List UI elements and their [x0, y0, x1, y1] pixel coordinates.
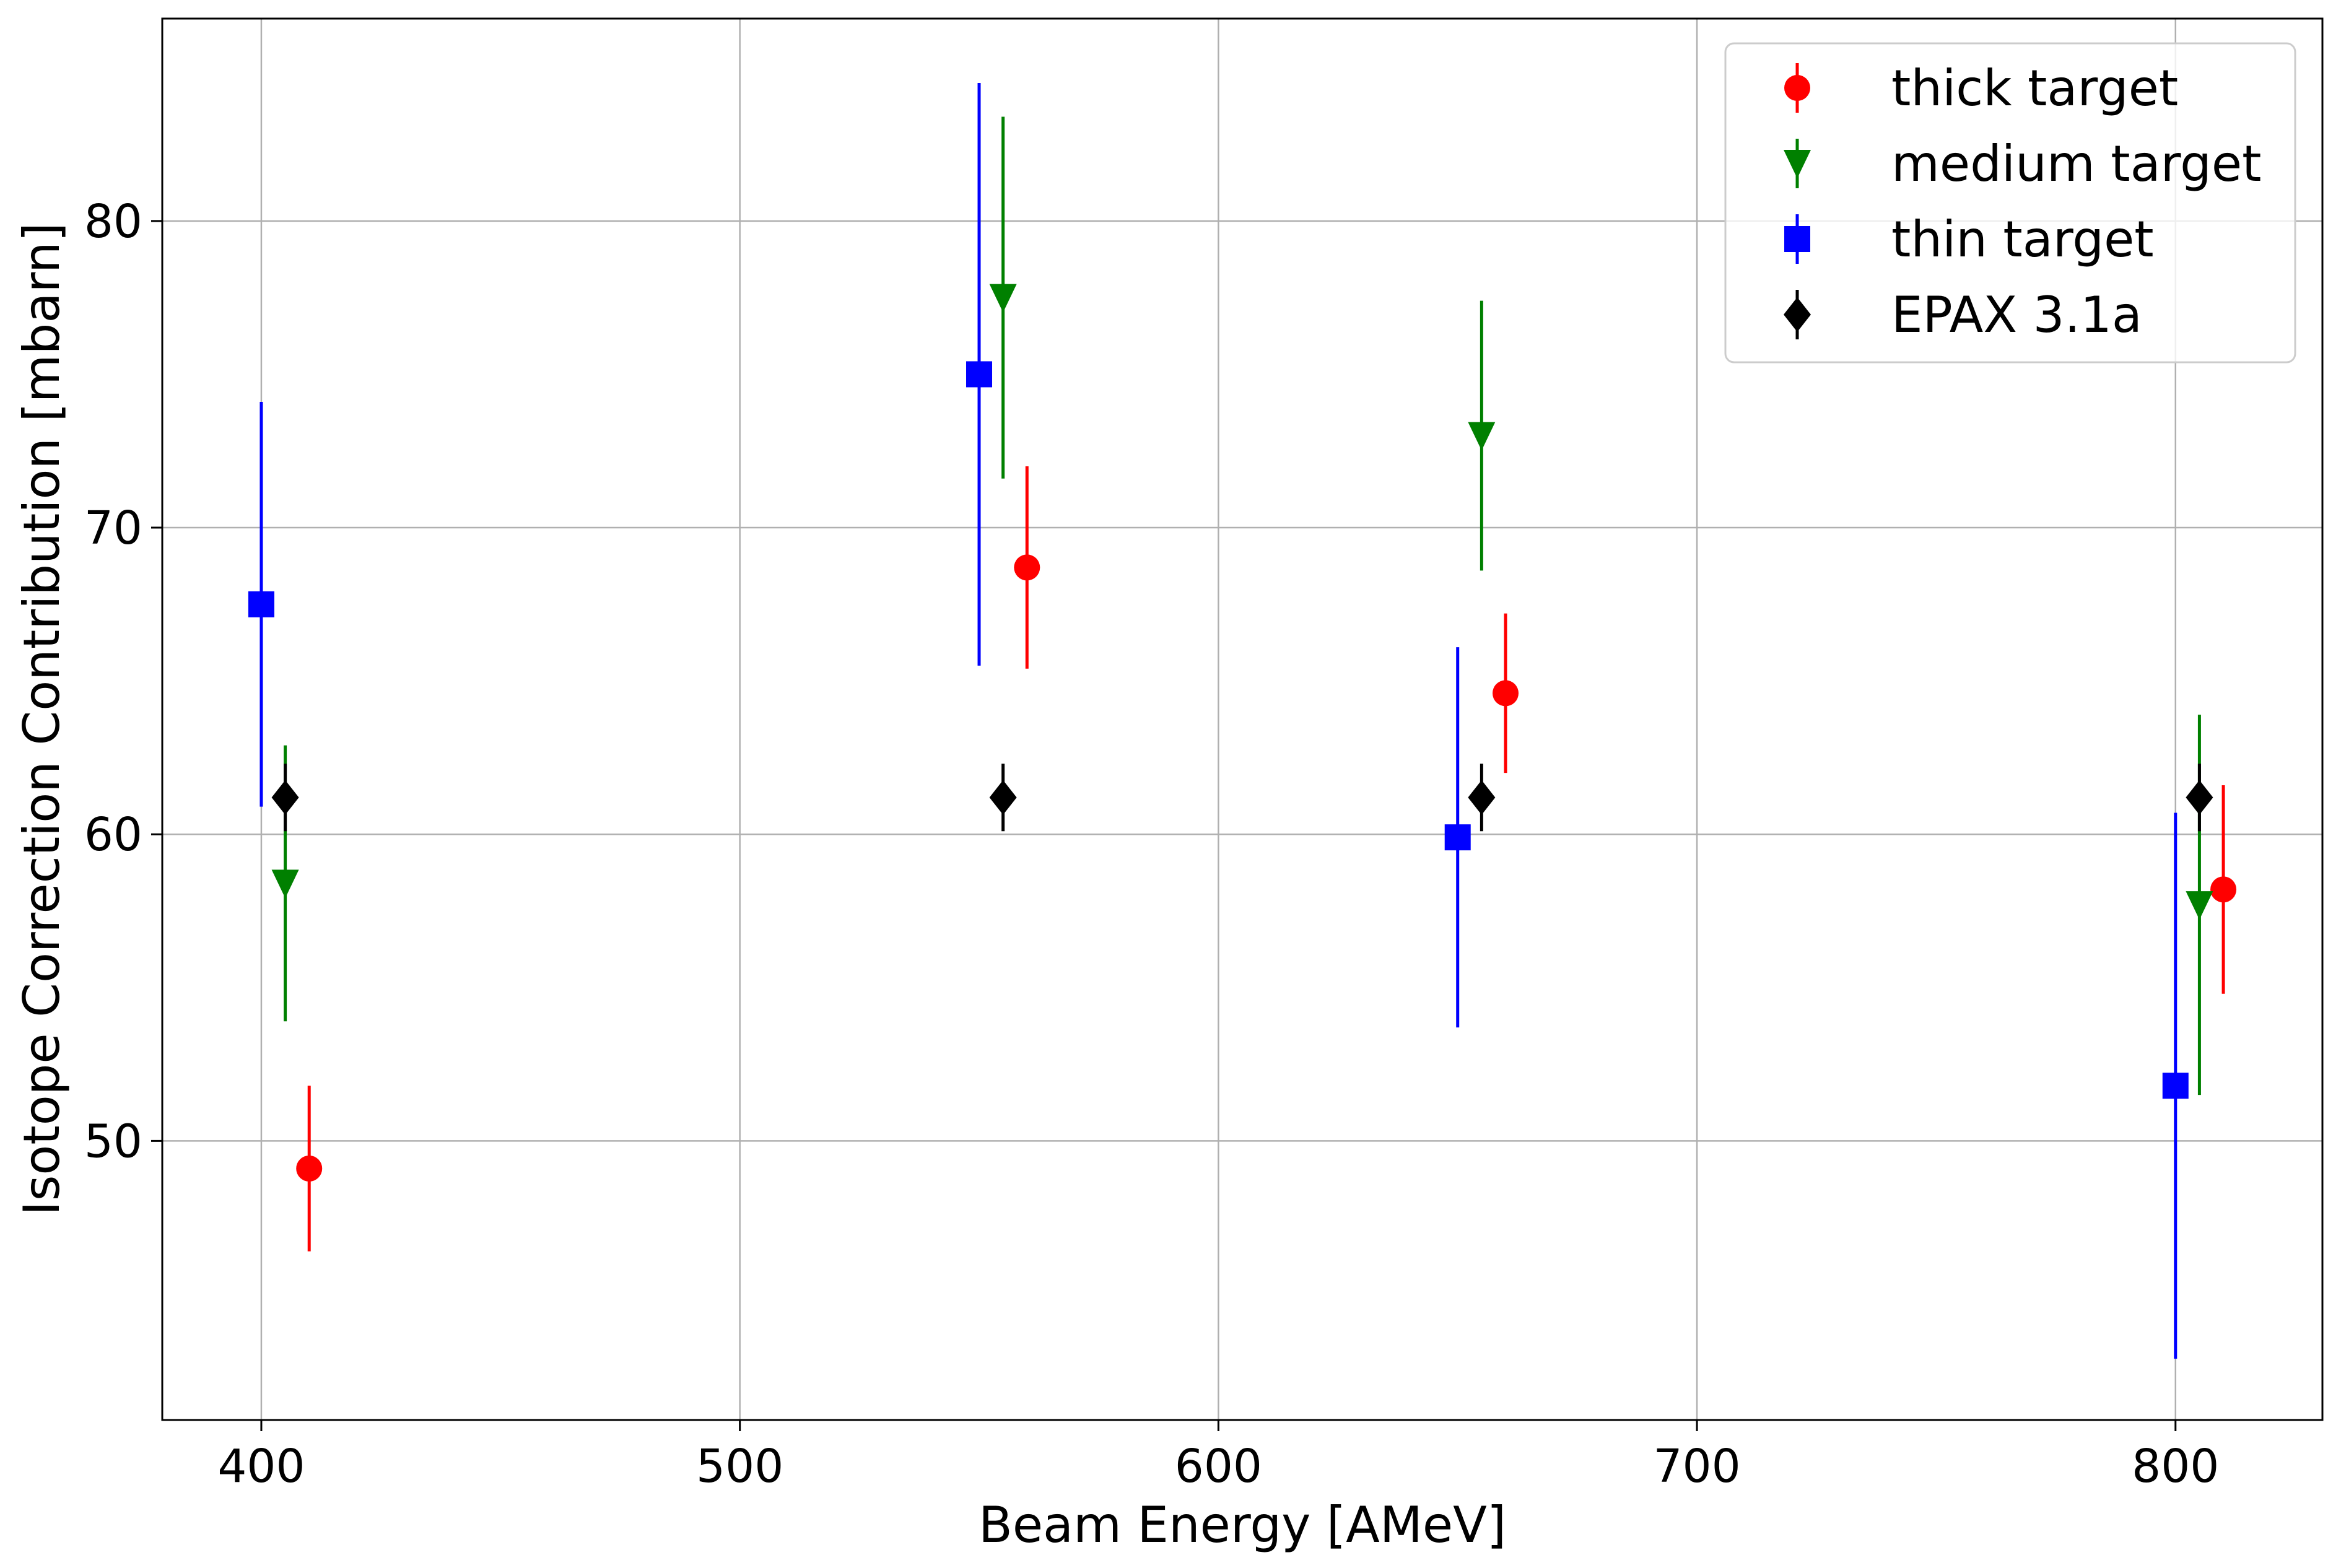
data-marks — [248, 82, 2237, 1359]
legend-item: medium target — [1784, 135, 2261, 193]
legend-label: thick target — [1891, 59, 2178, 117]
data-point — [2186, 780, 2213, 815]
data-point — [1014, 554, 1040, 581]
y-tick-label: 80 — [84, 195, 142, 248]
data-point — [1492, 680, 1519, 707]
legend-item: thin target — [1784, 211, 2154, 268]
data-point — [2186, 891, 2213, 920]
data-point — [2210, 876, 2237, 903]
x-tick-label: 600 — [1175, 1440, 1262, 1493]
x-tick-label: 400 — [217, 1440, 305, 1493]
data-point — [248, 591, 274, 617]
x-tick-label: 700 — [1653, 1440, 1740, 1493]
data-point — [271, 869, 299, 899]
legend-label: medium target — [1891, 135, 2261, 193]
legend-label: thin target — [1891, 211, 2154, 268]
series-thick-target — [296, 466, 2237, 1252]
series-epax-3-1a — [271, 764, 2213, 832]
legend-box — [1724, 42, 2296, 364]
x-tick-label: 500 — [696, 1440, 783, 1493]
y-tick-label: 70 — [84, 502, 142, 555]
axis-ticks: 400 500 600 700 800 50 60 70 80 — [84, 195, 2220, 1493]
x-tick-label: 800 — [2132, 1440, 2219, 1493]
legend-item: EPAX 3.1a — [1784, 286, 2142, 344]
series-thin-target — [248, 82, 2189, 1359]
legend-marker — [1784, 150, 1811, 178]
data-point — [966, 361, 993, 388]
data-point — [1444, 824, 1471, 851]
data-point — [989, 284, 1017, 313]
data-point — [1468, 422, 1496, 451]
data-point — [2162, 1073, 2189, 1099]
y-tick-label: 60 — [84, 808, 142, 861]
y-tick-label: 50 — [84, 1115, 142, 1168]
y-axis-label: Isotope Correction Contribution [mbarn] — [13, 222, 71, 1216]
legend: thick target medium target thin target EPAX… — [1724, 42, 2296, 364]
legend-label: EPAX 3.1a — [1891, 286, 2142, 344]
legend-item: thick target — [1784, 59, 2178, 117]
legend-marker — [1784, 75, 1810, 101]
data-point — [296, 1155, 323, 1182]
data-point — [271, 780, 299, 815]
plot-frame — [161, 17, 2324, 1421]
data-point — [1468, 780, 1496, 815]
x-axis-label: Beam Energy [AMeV] — [979, 1496, 1506, 1554]
data-point — [989, 780, 1017, 815]
legend-marker — [1784, 297, 1811, 332]
legend-marker — [1784, 226, 1810, 252]
